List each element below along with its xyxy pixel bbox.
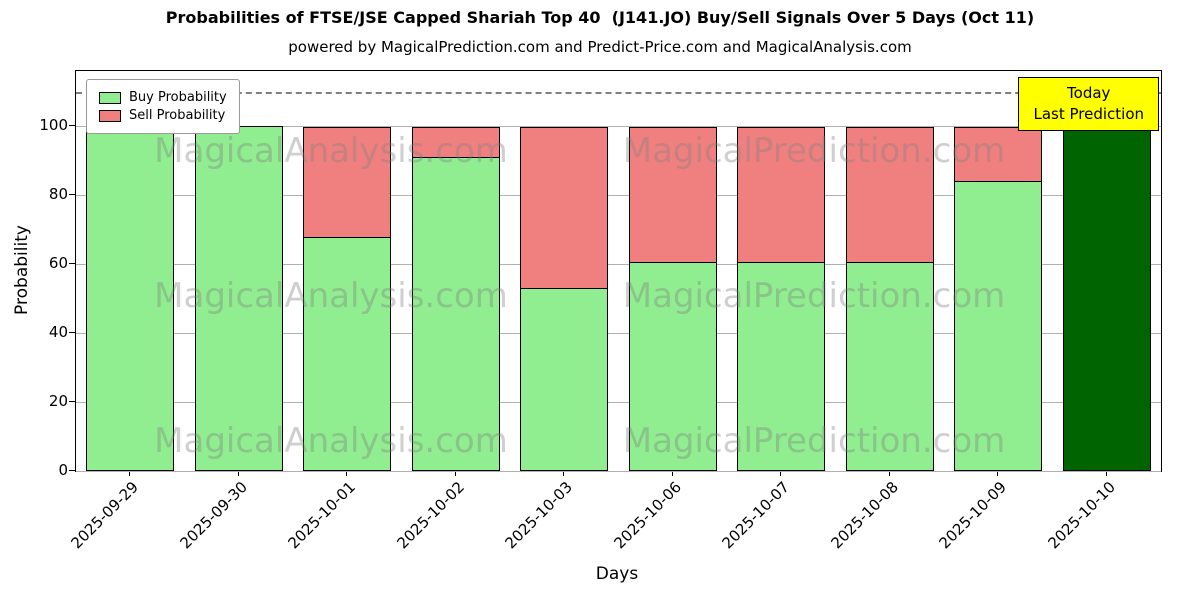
legend-item-buy: Buy Probability [99, 90, 227, 105]
bar-slot [293, 71, 402, 471]
y-tick-mark [69, 332, 75, 334]
watermark: MagicalAnalysis.com [154, 131, 508, 171]
y-tick-mark [69, 263, 75, 265]
today-segment [1062, 126, 1151, 471]
x-tick-label: 2025-10-07 [718, 478, 793, 553]
bar-2025-10-07 [737, 127, 826, 471]
x-tick-label: 2025-10-08 [827, 478, 902, 553]
plot-area: MagicalAnalysis.com MagicalPrediction.com… [75, 70, 1162, 472]
sell-segment [737, 127, 826, 264]
sell-segment [845, 127, 934, 264]
x-tick-mark [1105, 471, 1107, 476]
y-tick-mark [69, 125, 75, 127]
bar-slot [1053, 71, 1162, 471]
bar-2025-10-06 [628, 127, 717, 471]
today-annotation: Today Last Prediction [1018, 77, 1159, 131]
bar-slot [402, 71, 511, 471]
watermark: MagicalPrediction.com [622, 276, 1006, 316]
threshold-dashed-line [76, 91, 1161, 94]
x-tick-label: 2025-10-01 [284, 478, 359, 553]
y-tick-label: 20 [48, 392, 68, 411]
today-annotation-line1: Today [1067, 84, 1111, 102]
y-tick-label: 0 [58, 461, 68, 479]
y-axis-label: Probability [12, 225, 32, 315]
legend-sell-label: Sell Probability [129, 108, 226, 123]
bar-slot [944, 71, 1053, 471]
x-tick-mark [780, 471, 782, 476]
bar-2025-10-08 [845, 127, 934, 471]
bar-2025-10-01 [303, 127, 392, 471]
x-tick-mark [888, 471, 890, 476]
bar-2025-10-09 [954, 127, 1043, 471]
chart-title: Probabilities of FTSE/JSE Capped Shariah… [165, 8, 1035, 27]
x-tick-label: 2025-10-09 [935, 478, 1010, 553]
buy-segment [411, 157, 500, 471]
sell-segment [520, 127, 609, 290]
y-tick-mark [69, 194, 75, 196]
y-tick-label: 40 [48, 323, 68, 342]
sell-swatch-icon [99, 109, 121, 122]
sell-segment [303, 127, 392, 238]
watermark: MagicalAnalysis.com [154, 276, 508, 316]
chart-subtitle: powered by MagicalPrediction.com and Pre… [288, 38, 912, 56]
x-tick-label: 2025-10-06 [610, 478, 685, 553]
y-tick-mark [69, 470, 75, 471]
watermark: MagicalPrediction.com [622, 131, 1006, 171]
x-tick-label: 2025-10-03 [501, 478, 576, 553]
x-tick-label: 2025-10-10 [1044, 478, 1119, 553]
x-tick-mark [346, 471, 348, 476]
bar-slot [727, 71, 836, 471]
x-tick-mark [454, 471, 456, 476]
x-tick-mark [671, 471, 673, 476]
watermark: MagicalAnalysis.com [154, 421, 508, 461]
buy-segment [520, 288, 609, 471]
bar-slot [510, 71, 619, 471]
x-tick-label: 2025-09-29 [67, 478, 142, 553]
x-tick-mark [997, 471, 999, 476]
y-tick-label: 60 [48, 254, 68, 273]
legend: Buy Probability Sell Probability [86, 79, 240, 134]
x-tick-mark [563, 471, 565, 476]
watermark: MagicalPrediction.com [622, 421, 1006, 461]
buy-segment [954, 181, 1043, 471]
x-tick-mark [237, 471, 239, 476]
buy-segment [628, 262, 717, 471]
buy-segment [303, 236, 392, 471]
bar-series [76, 71, 1161, 471]
x-tick-mark [129, 471, 131, 476]
bar-2025-10-03 [520, 127, 609, 471]
bar-2025-10-10 [1062, 126, 1151, 471]
x-tick-label: 2025-09-30 [176, 478, 251, 553]
bar-slot [185, 71, 294, 471]
today-annotation-line2: Last Prediction [1033, 105, 1144, 123]
buy-segment [737, 262, 826, 471]
bar-slot [836, 71, 945, 471]
legend-item-sell: Sell Probability [99, 108, 227, 123]
sell-segment [954, 127, 1043, 183]
x-axis-label: Days [595, 564, 639, 584]
y-tick-label: 80 [48, 185, 68, 204]
bar-2025-09-30 [194, 126, 283, 471]
bar-slot [619, 71, 728, 471]
legend-buy-label: Buy Probability [129, 90, 227, 105]
sell-segment [628, 127, 717, 264]
x-tick-label: 2025-10-02 [393, 478, 468, 553]
buy-segment [194, 126, 283, 471]
bar-2025-10-02 [411, 127, 500, 471]
y-tick-mark [69, 401, 75, 403]
buy-swatch-icon [99, 91, 121, 104]
buy-segment [845, 262, 934, 471]
y-tick-label: 100 [39, 116, 68, 135]
